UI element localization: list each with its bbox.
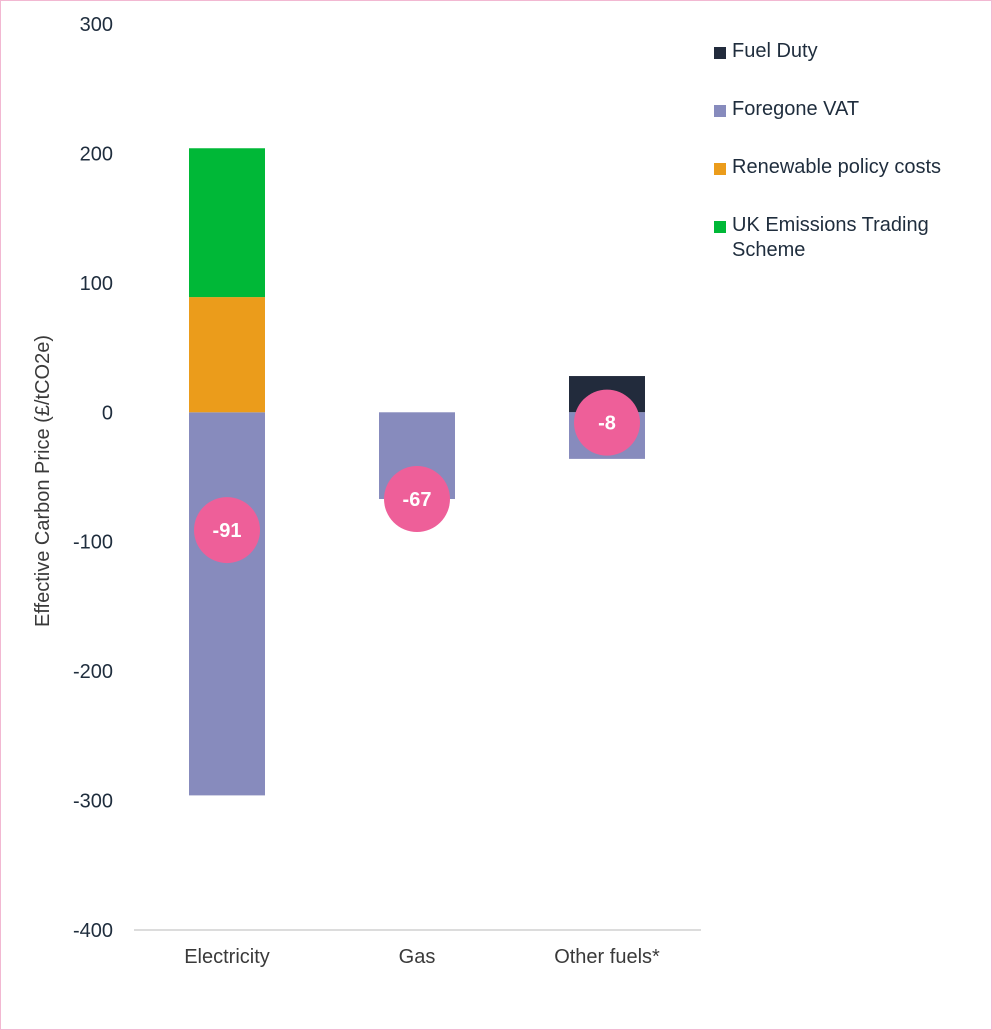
y-tick-label: 0 [102,402,113,424]
y-tick-label: -300 [73,791,113,813]
net-markers: -91 -67 -8 [194,389,640,564]
legend-label: Foregone VAT [732,98,860,120]
legend-item: Fuel Duty [714,39,984,64]
x-category-label: Gas [399,946,436,968]
legend-item: Renewable policy costs [714,155,984,180]
legend-swatch [714,47,726,59]
bar-segment-uk-emissions-trading-scheme [189,148,265,298]
y-axis-ticks: 300 200 100 0 -100 -200 -300 -400 [73,14,113,942]
y-tick-label: 100 [80,273,113,295]
legend-label: Fuel Duty [732,40,818,62]
net-marker-label: -8 [598,413,616,435]
legend-swatch [714,163,726,175]
bar-segment-renewable-policy-costs [189,297,265,413]
net-marker-circle [384,466,450,533]
legend-label: Renewable policy costs [732,156,941,178]
net-marker-label: -91 [213,520,242,542]
x-axis-categories: Electricity Gas Other fuels* [184,946,660,968]
x-category-label: Electricity [184,946,270,968]
bar-segment-foregone-vat [189,412,265,796]
net-marker-circle [194,497,260,564]
legend-item: UK Emissions Trading Scheme [714,213,984,263]
y-tick-label: 200 [80,143,113,165]
legend-swatch [714,221,726,233]
y-tick-label: 300 [80,14,113,36]
y-tick-label: -100 [73,532,113,554]
y-tick-label: -200 [73,661,113,683]
legend: Fuel Duty Foregone VAT Renewable policy co… [714,39,984,263]
net-marker-circle [574,389,640,456]
y-tick-label: -400 [73,920,113,942]
legend-label: UK Emissions Trading Scheme [732,214,929,261]
net-marker-label: -67 [403,489,432,511]
y-axis-title: Effective Carbon Price (£/tCO2e) [32,335,54,627]
x-category-label: Other fuels* [554,946,660,968]
legend-swatch [714,105,726,117]
legend-item: Foregone VAT [714,97,984,122]
